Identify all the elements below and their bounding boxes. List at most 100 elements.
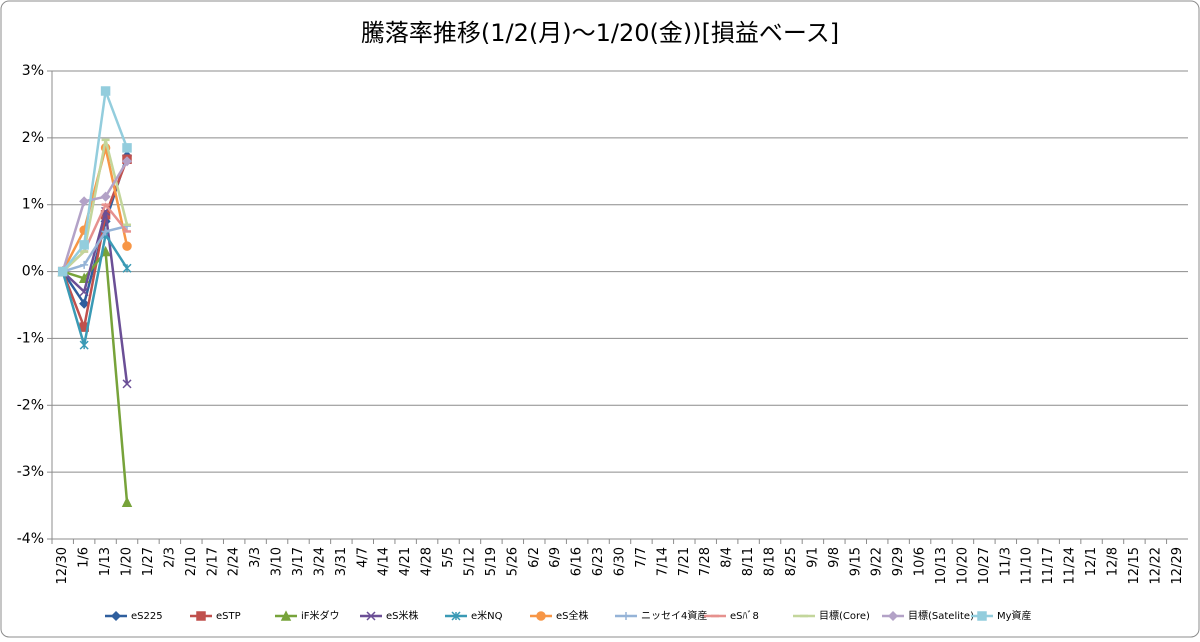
x-tick-label: 9/8 <box>827 547 842 568</box>
x-tick-label: 7/7 <box>634 547 649 568</box>
marker <box>122 379 132 389</box>
series-line <box>61 160 129 272</box>
x-tick-label: 2/17 <box>205 547 220 576</box>
x-tick-label: 12/30 <box>55 547 70 584</box>
marker <box>79 240 89 250</box>
marker <box>536 611 546 621</box>
y-tick-label: 1% <box>22 197 44 213</box>
x-tick-label: 4/28 <box>420 547 435 576</box>
x-tick-label: 11/17 <box>1041 547 1056 584</box>
legend-label: eS全株 <box>556 609 589 622</box>
marker <box>57 266 68 277</box>
x-tick-label: 9/1 <box>805 547 820 568</box>
x-tick-label: 3/24 <box>312 547 327 576</box>
x-tick-label: 1/20 <box>120 547 135 576</box>
x-tick-label: 12/15 <box>1127 547 1142 584</box>
marker <box>110 610 122 622</box>
y-tick-label: 3% <box>22 63 44 79</box>
x-tick-label: 8/18 <box>763 547 778 576</box>
x-tick-label: 3/17 <box>291 547 306 576</box>
x-tick-label: 2/24 <box>227 547 242 576</box>
x-tick-label: 10/13 <box>934 547 949 584</box>
marker <box>121 156 133 167</box>
marker <box>977 611 987 621</box>
series-line <box>61 231 129 346</box>
x-tick-label: 3/10 <box>270 547 285 576</box>
marker <box>79 298 90 309</box>
series-line <box>61 147 129 273</box>
x-tick-label: 11/10 <box>1020 547 1035 584</box>
y-tick-label: 0% <box>22 264 44 280</box>
x-tick-label: 1/27 <box>141 547 156 576</box>
x-tick-label: 9/22 <box>870 547 885 576</box>
x-tick-label: 4/14 <box>377 547 392 576</box>
legend-label: My資産 <box>997 609 1032 622</box>
x-tick-label: 5/12 <box>462 547 477 576</box>
marker <box>122 263 132 273</box>
y-tick-label: 2% <box>22 130 44 146</box>
x-tick-label: 8/11 <box>741 547 756 576</box>
x-tick-label: 10/27 <box>977 547 992 584</box>
marker <box>122 143 132 153</box>
marker <box>451 611 461 621</box>
x-tick-label: 7/28 <box>698 547 713 576</box>
x-tick-label: 9/15 <box>848 547 863 576</box>
x-tick-label: 8/25 <box>784 547 799 576</box>
series-line <box>62 248 129 503</box>
y-tick-label: -2% <box>17 397 44 413</box>
x-tick-label: 6/2 <box>527 547 542 568</box>
marker <box>79 340 89 350</box>
x-tick-label: 5/19 <box>484 547 499 576</box>
legend-label: eS米株 <box>386 609 419 622</box>
x-tick-label: 3/31 <box>334 547 349 576</box>
series-line <box>61 211 129 385</box>
marker <box>622 612 630 620</box>
marker <box>100 86 111 96</box>
x-tick-label: 10/20 <box>955 547 970 584</box>
x-tick-label: 1/13 <box>98 547 113 576</box>
legend-label: ニッセイ4資産 <box>641 609 707 622</box>
x-tick-label: 12/22 <box>1148 547 1163 584</box>
x-tick-label: 11/24 <box>1063 547 1078 584</box>
x-tick-label: 6/30 <box>613 547 628 576</box>
series-line <box>61 139 129 273</box>
series-line <box>62 224 128 273</box>
series-line <box>61 90 129 273</box>
x-tick-label: 3/3 <box>248 547 263 568</box>
marker <box>80 260 89 269</box>
x-tick-label: 12/8 <box>1105 547 1120 576</box>
chart-title: 騰落率推移(1/2(月)～1/20(金))[損益ベース] <box>361 19 839 47</box>
marker <box>887 610 899 622</box>
x-tick-label: 4/21 <box>398 547 413 576</box>
x-tick-label: 12/1 <box>1084 547 1099 576</box>
marker <box>366 611 376 621</box>
legend-label: eSﾊﾞ8 <box>730 610 759 622</box>
x-tick-label: 4/7 <box>355 547 370 568</box>
marker <box>121 496 133 507</box>
y-tick-label: -1% <box>17 330 44 346</box>
x-tick-label: 1/6 <box>77 547 92 568</box>
marker <box>100 191 111 202</box>
x-tick-label: 9/29 <box>891 547 906 576</box>
marker <box>196 611 206 621</box>
legend-label: eSTP <box>216 611 241 622</box>
marker <box>122 241 132 251</box>
y-tick-label: -4% <box>17 531 44 547</box>
legend-label: 目標(Satelite) <box>908 609 974 622</box>
marker <box>79 287 89 297</box>
marker <box>79 196 90 207</box>
y-tick-label: -3% <box>17 464 44 480</box>
x-tick-label: 6/9 <box>548 547 563 568</box>
x-tick-label: 8/4 <box>720 547 735 568</box>
x-tick-label: 5/26 <box>505 547 520 576</box>
x-tick-label: 12/29 <box>1170 547 1185 584</box>
marker <box>101 227 110 236</box>
legend-label: eS225 <box>131 611 163 622</box>
marker <box>280 610 292 621</box>
x-tick-label: 6/16 <box>570 547 585 576</box>
legend-label: iF米ダウ <box>301 609 340 622</box>
x-tick-label: 7/14 <box>655 547 670 576</box>
x-tick-label: 6/23 <box>591 547 606 576</box>
